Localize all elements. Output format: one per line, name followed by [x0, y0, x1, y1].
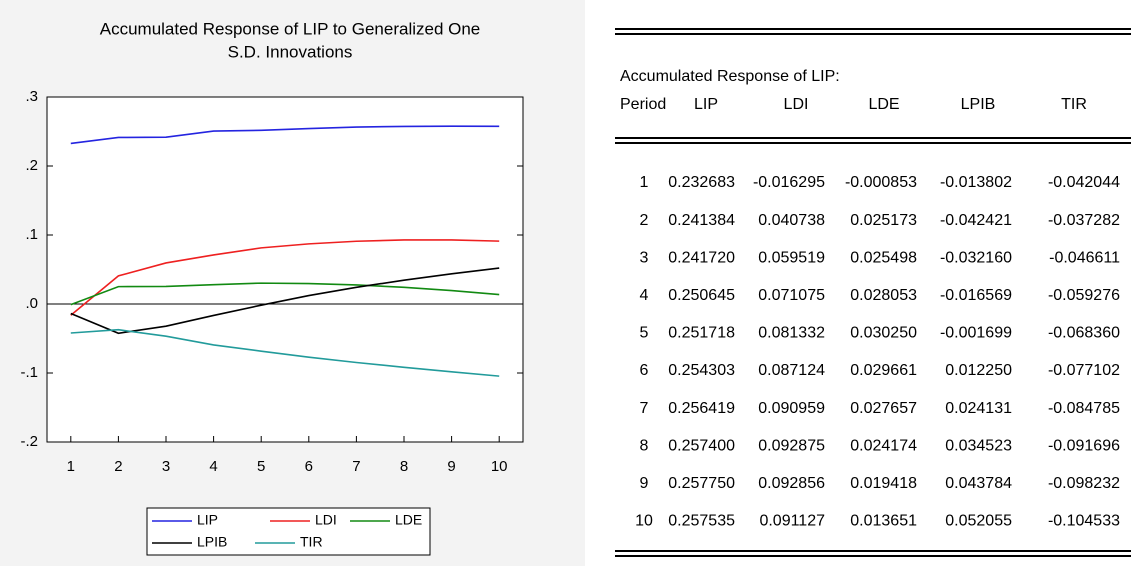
- series-line: [70, 282, 500, 306]
- y-tick-label: .3: [25, 88, 38, 105]
- table-cell: 0.024131: [945, 400, 1012, 417]
- table-cell: -0.042421: [940, 212, 1012, 229]
- legend-label: TIR: [300, 534, 323, 550]
- x-tick-label: 9: [447, 458, 455, 475]
- table-cell: 8: [640, 437, 649, 454]
- table-cell: 0.257535: [668, 513, 735, 530]
- table-cell: -0.046611: [1049, 249, 1120, 266]
- table-cell: 0.091127: [759, 513, 825, 530]
- y-tick-label: .1: [25, 226, 38, 243]
- table-cell: 0.254303: [668, 362, 735, 379]
- table-cell: -0.013802: [940, 174, 1012, 191]
- table-cell: 0.241384: [668, 212, 735, 229]
- y-tick-label: -.2: [20, 433, 38, 450]
- legend-label: LPIB: [197, 534, 227, 550]
- table-header: TIR: [1061, 96, 1087, 113]
- chart-subtitle: S.D. Innovations: [228, 42, 353, 61]
- x-tick-label: 4: [209, 458, 217, 475]
- table-cell: -0.016295: [753, 174, 825, 191]
- x-tick-label: 10: [491, 458, 508, 475]
- table-cell: 0.081332: [758, 325, 825, 342]
- table-cell: -0.016569: [940, 287, 1012, 304]
- table-cell: 0.251718: [668, 325, 735, 342]
- y-tick-label: -.1: [20, 364, 38, 381]
- table-cell: 0.024174: [850, 437, 917, 454]
- table-cell: -0.077102: [1048, 362, 1120, 379]
- table-cell: 5: [640, 325, 649, 342]
- table-cell: 0.012250: [945, 362, 1012, 379]
- table-cell: 0.232683: [668, 174, 735, 191]
- x-tick-label: 5: [257, 458, 265, 475]
- table-cell: 0.019418: [850, 475, 917, 492]
- table-cell: -0.104533: [1048, 513, 1120, 530]
- table-cell: 0.030250: [850, 325, 917, 342]
- table-cell: 2: [640, 212, 649, 229]
- plot-area: [46, 96, 524, 443]
- table-cell: 0.025498: [850, 249, 917, 266]
- table-cell: 0.059519: [758, 249, 825, 266]
- table-cell: 0.028053: [850, 287, 917, 304]
- table-cell: -0.084785: [1048, 400, 1120, 417]
- y-tick-label: .0: [25, 295, 38, 312]
- x-tick-label: 3: [162, 458, 170, 475]
- table-cell: 0.040738: [758, 212, 825, 229]
- table-cell: -0.059276: [1048, 287, 1120, 304]
- table-cell: 1: [640, 174, 649, 191]
- series-line: [70, 328, 500, 377]
- table-cell: 0.090959: [758, 400, 825, 417]
- table-cell: 4: [640, 287, 649, 304]
- x-tick-label: 2: [114, 458, 122, 475]
- chart-title: Accumulated Response of LIP to Generaliz…: [100, 19, 481, 38]
- table-title: Accumulated Response of LIP:: [620, 68, 840, 85]
- table-cell: 0.241720: [668, 249, 735, 266]
- legend: [146, 507, 431, 556]
- table-cell: 0.257400: [668, 437, 735, 454]
- table-header: LDE: [868, 96, 899, 113]
- table-cell: 0.087124: [758, 362, 825, 379]
- legend-label: LDI: [315, 512, 337, 528]
- table-cell: 0.250645: [668, 287, 735, 304]
- table-cell: 0.025173: [850, 212, 917, 229]
- y-tick-label: .2: [25, 157, 38, 174]
- table-cell: 0.029661: [850, 362, 917, 379]
- table-cell: -0.098232: [1048, 475, 1120, 492]
- series-line: [70, 267, 500, 335]
- table-cell: 9: [640, 475, 649, 492]
- table-cell: -0.037282: [1048, 212, 1120, 229]
- x-tick-label: 8: [400, 458, 408, 475]
- table-cell: 0.092856: [758, 475, 825, 492]
- table-cell: 0.256419: [668, 400, 735, 417]
- table-cell: 0.052055: [945, 513, 1012, 530]
- table-cell: 0.043784: [945, 475, 1012, 492]
- table-cell: 6: [640, 362, 649, 379]
- table-cell: -0.001699: [940, 325, 1012, 342]
- table-header: LDI: [784, 96, 809, 113]
- table-cell: 10: [635, 513, 653, 530]
- series-line: [70, 125, 500, 145]
- table-cell: 0.034523: [945, 437, 1012, 454]
- series-line: [70, 239, 500, 316]
- table-cell: 0.027657: [850, 400, 917, 417]
- legend-label: LDE: [395, 512, 422, 528]
- table-cell: 0.092875: [758, 437, 825, 454]
- x-tick-label: 7: [352, 458, 360, 475]
- table-header: LIP: [694, 96, 718, 113]
- table-cell: 7: [640, 400, 649, 417]
- table-cell: -0.091696: [1048, 437, 1120, 454]
- table-cell: 0.071075: [758, 287, 825, 304]
- x-tick-label: 1: [67, 458, 75, 475]
- table-cell: -0.068360: [1048, 325, 1120, 342]
- table-cell: -0.032160: [940, 249, 1012, 266]
- legend-label: LIP: [197, 512, 218, 528]
- table-header: LPIB: [961, 96, 996, 113]
- table-cell: 0.257750: [668, 475, 735, 492]
- x-tick-label: 6: [305, 458, 313, 475]
- table-cell: -0.000853: [845, 174, 917, 191]
- table-header: Period: [620, 96, 666, 113]
- table-cell: -0.042044: [1048, 174, 1120, 191]
- table-cell: 0.013651: [850, 513, 917, 530]
- table-cell: 3: [640, 249, 649, 266]
